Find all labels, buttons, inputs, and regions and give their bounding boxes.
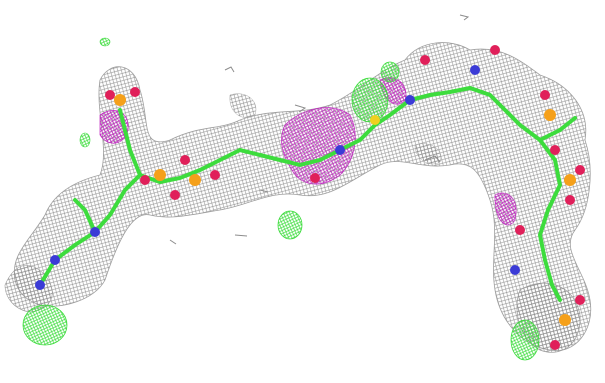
molecule-bonds xyxy=(38,85,577,302)
mesh-fragments xyxy=(169,14,470,245)
positive-density-blobs xyxy=(22,37,540,361)
grey-density-mesh xyxy=(4,42,592,353)
molecule-atoms xyxy=(35,45,585,350)
